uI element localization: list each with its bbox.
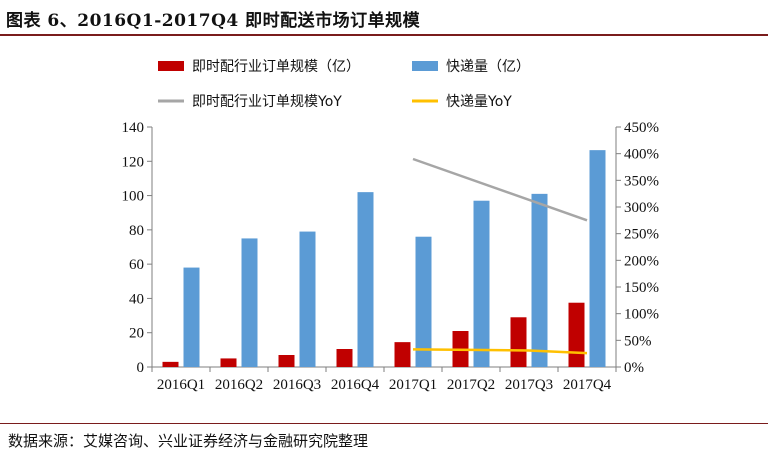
legend-label-express-yoy: 快递量YoY <box>446 94 512 110</box>
x-tick-label: 2017Q4 <box>563 377 612 393</box>
line-instant-yoy <box>412 157 588 222</box>
bar-instant-orders <box>278 355 295 367</box>
bar-express-volume <box>241 238 258 367</box>
y-right-tick-label: 300% <box>624 200 659 216</box>
legend-label-instant-orders: 即时配行业订单规模（亿） <box>192 59 360 75</box>
y-left-tick-label: 0 <box>137 360 145 376</box>
y-right-tick-label: 200% <box>624 253 659 269</box>
bar-express-volume <box>415 236 432 367</box>
bar-express-volume <box>299 231 316 367</box>
y-right-tick-label: 150% <box>624 280 659 296</box>
y-left-tick-label: 100 <box>122 189 145 205</box>
y-right-tick-label: 400% <box>624 147 659 163</box>
x-tick-label: 2017Q2 <box>447 377 495 393</box>
chart: 即时配行业订单规模（亿） 快递量（亿） 即时配行业订单规模YoY 快递量YoY … <box>122 59 660 393</box>
y-right-tick-label: 450% <box>624 120 659 136</box>
bar-instant-orders <box>394 342 411 367</box>
title-rule <box>0 34 768 36</box>
line-express-yoy <box>412 348 588 355</box>
y-right-tick-label: 250% <box>624 227 659 243</box>
y-left-tick-label: 140 <box>122 120 145 136</box>
y-left-tick-label: 120 <box>122 154 145 170</box>
figure-title: 图表 6、2016Q1-2017Q4 即时配送市场订单规模 <box>6 11 421 31</box>
x-tick-label: 2016Q4 <box>331 377 380 393</box>
plot-area: 0 20 40 60 80 100 120 140 0% 50% 100% 150% 200% 250% 3… <box>122 120 660 393</box>
legend-swatch-express-volume <box>412 61 438 71</box>
x-tick-label: 2016Q3 <box>273 377 321 393</box>
y-left-tick-label: 20 <box>129 326 144 342</box>
bar-express-volume <box>531 193 548 367</box>
y-left-tick-label: 80 <box>129 223 144 239</box>
bar-express-volume <box>183 267 200 367</box>
x-tick-label: 2017Q3 <box>505 377 553 393</box>
source-note: 数据来源：艾媒咨询、兴业证券经济与金融研究院整理 <box>8 432 369 450</box>
y-right-tick-label: 100% <box>624 307 659 323</box>
bar-instant-orders <box>220 358 237 367</box>
bar-express-volume <box>473 200 490 367</box>
bar-express-volume <box>357 192 374 367</box>
bar-instant-orders <box>568 302 585 367</box>
x-tick-label: 2016Q2 <box>215 377 263 393</box>
y-right-tick-label: 350% <box>624 173 659 189</box>
x-tick-label: 2017Q1 <box>389 377 437 393</box>
legend-label-express-volume: 快递量（亿） <box>446 59 530 75</box>
bar-express-volume <box>589 150 606 367</box>
legend-swatch-instant-orders <box>158 61 184 71</box>
legend: 即时配行业订单规模（亿） 快递量（亿） 即时配行业订单规模YoY 快递量YoY <box>158 59 530 110</box>
y-left-tick-label: 60 <box>129 257 144 273</box>
bar-instant-orders <box>510 317 527 367</box>
legend-label-instant-yoy: 即时配行业订单规模YoY <box>192 94 342 110</box>
source-rule <box>0 423 768 424</box>
y-right-tick-label: 50% <box>624 333 652 349</box>
bar-instant-orders <box>336 349 353 367</box>
bar-instant-orders <box>162 361 179 367</box>
y-left-tick-label: 40 <box>129 291 144 307</box>
y-right-tick-label: 0% <box>624 360 644 376</box>
x-tick-label: 2016Q1 <box>157 377 205 393</box>
